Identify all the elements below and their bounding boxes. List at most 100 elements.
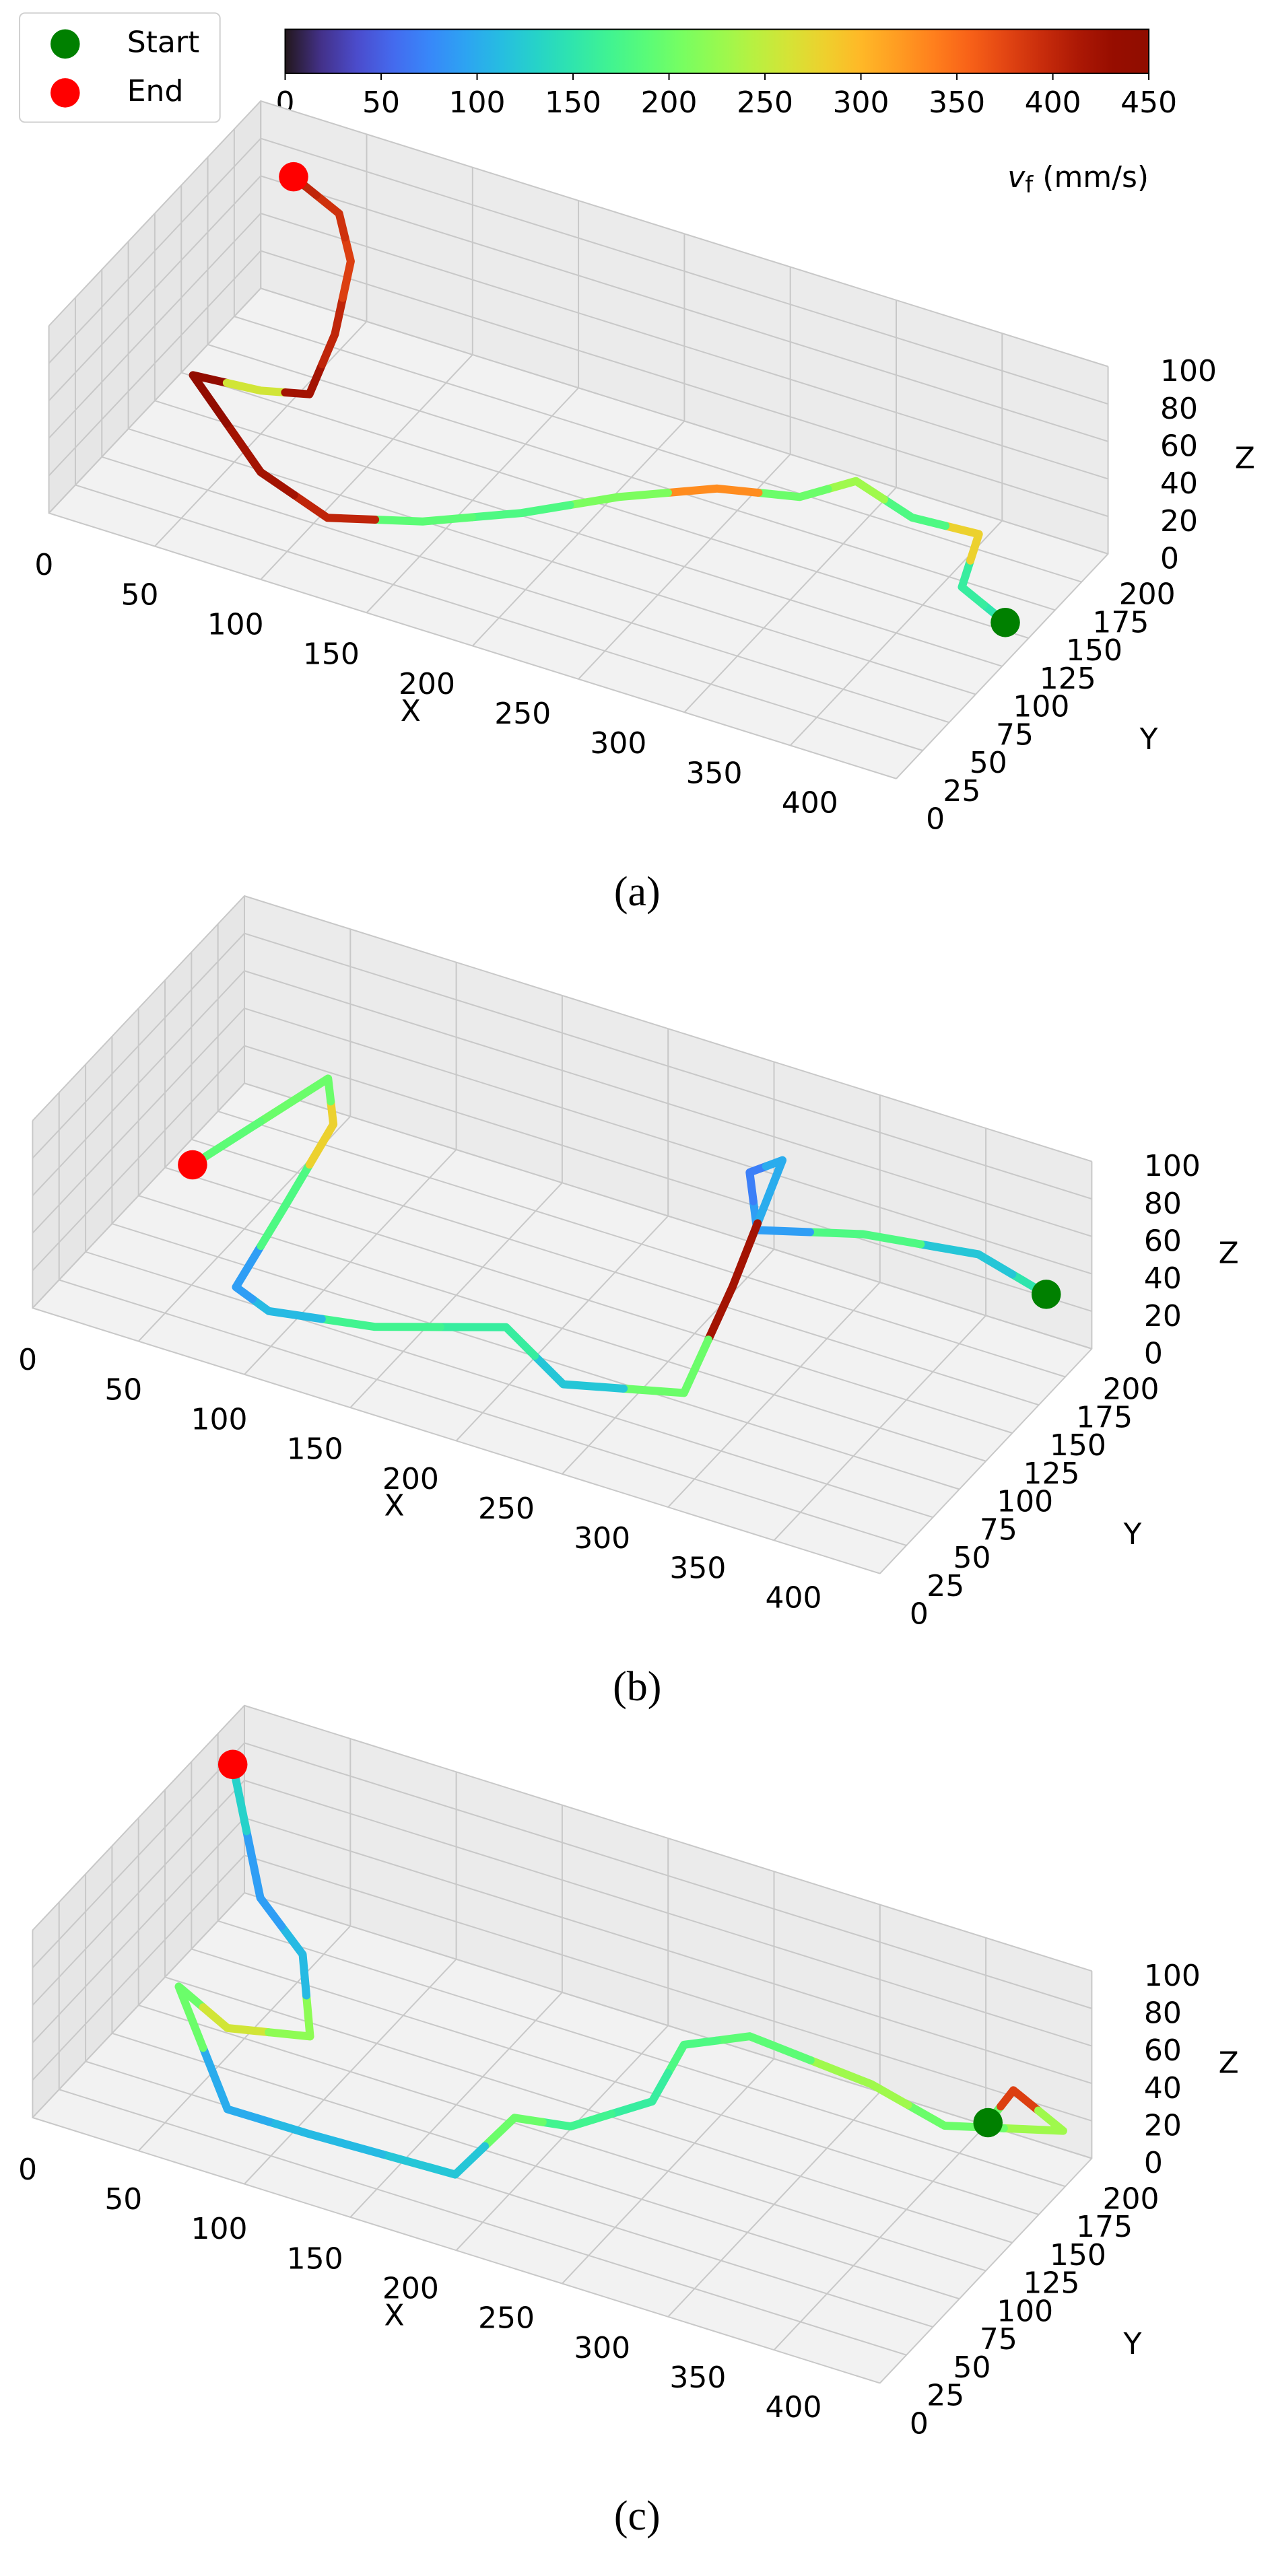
end-marker xyxy=(279,162,308,192)
y-tick-label: 25 xyxy=(927,2379,964,2413)
z-tick-label: 20 xyxy=(1160,504,1198,538)
x-tick-label: 200 xyxy=(382,1462,439,1496)
y-tick-label: 200 xyxy=(1102,2182,1159,2216)
y-tick-label: 100 xyxy=(997,1485,1053,1519)
grid-line xyxy=(32,1742,1092,2009)
x-tick-label: 350 xyxy=(669,1551,726,1585)
legend-label: Start xyxy=(127,25,200,59)
trajectory-segment xyxy=(619,1335,712,1397)
trajectory-segment xyxy=(566,489,673,510)
y-tick-label: 200 xyxy=(1119,578,1176,612)
y-tick-label: 175 xyxy=(1076,1400,1133,1434)
y-tick-label: 200 xyxy=(1102,1372,1159,1407)
x-tick-label: 400 xyxy=(766,1580,822,1615)
y-tick-label: 25 xyxy=(943,774,980,808)
trajectory-segment xyxy=(753,1156,787,1228)
trajectory-segment xyxy=(481,2114,547,2151)
trajectory-segment xyxy=(256,1074,335,1126)
trajectory-segment xyxy=(805,1228,925,1249)
x-tick-label: 50 xyxy=(121,578,159,612)
trajectory-segment xyxy=(531,1352,628,1393)
z-tick-label: 40 xyxy=(1144,2071,1182,2105)
trajectory-segment xyxy=(664,2036,721,2077)
z-tick-label: 0 xyxy=(1144,1336,1163,1370)
trajectory-segment xyxy=(248,1294,326,1323)
y-tick-label: 100 xyxy=(997,2294,1053,2328)
trajectory-segment xyxy=(999,2106,1067,2135)
trajectory-segment xyxy=(277,1922,311,2000)
x-tick-label: 250 xyxy=(478,2301,535,2336)
grid-line xyxy=(32,1045,1092,1313)
y-tick-label: 150 xyxy=(1050,1428,1106,1463)
y-tick-label: 100 xyxy=(1013,690,1069,724)
trajectory-segment xyxy=(941,522,983,565)
x-tick-label: 300 xyxy=(574,2331,630,2365)
trajectory-segment xyxy=(199,2044,273,2126)
colorbar-tick-label: 50 xyxy=(362,85,400,120)
y-tick-label: 75 xyxy=(980,1512,1017,1547)
z-tick-label: 0 xyxy=(1160,541,1179,576)
trajectory-segment xyxy=(305,1097,338,1169)
grid-line xyxy=(32,1854,1092,2122)
x-tick-label: 0 xyxy=(34,548,53,582)
grid-line xyxy=(32,1082,1092,1350)
colorbar-tick-label: 400 xyxy=(1025,85,1081,120)
trajectory-segment xyxy=(264,2117,387,2159)
trajectory-segment xyxy=(232,1242,265,1303)
z-tick-label: 0 xyxy=(1144,2146,1163,2180)
z-axis-label: Z xyxy=(1219,1237,1239,1271)
colorbar-tick-label: 450 xyxy=(1120,85,1177,120)
y-tick-label: 125 xyxy=(1023,2266,1080,2301)
panel-caption: (b) xyxy=(613,1664,661,1710)
trajectory-segment xyxy=(468,501,574,522)
colorbar xyxy=(284,28,1150,74)
trajectory-segment xyxy=(317,1315,445,1331)
x-tick-label: 150 xyxy=(287,2241,343,2276)
x-tick-label: 400 xyxy=(766,2390,822,2425)
y-tick-label: 50 xyxy=(970,746,1007,780)
x-axis-label: X xyxy=(384,1489,405,1523)
end-marker xyxy=(178,1150,207,1180)
x-axis-label: X xyxy=(384,2298,405,2332)
trajectory-segment xyxy=(318,293,347,369)
trajectory-segment xyxy=(754,485,832,501)
x-tick-label: 350 xyxy=(686,756,743,790)
trajectory-segment xyxy=(312,190,349,242)
trajectory-segment xyxy=(806,2056,912,2110)
x-tick-label: 50 xyxy=(104,2182,142,2217)
grid-line xyxy=(48,175,1108,442)
trajectory-segment xyxy=(174,1982,207,2052)
trajectory-segment xyxy=(824,477,888,503)
panel-caption: (c) xyxy=(614,2493,661,2539)
z-tick-label: 80 xyxy=(1144,1996,1182,2031)
x-tick-label: 50 xyxy=(104,1372,142,1407)
grid-line xyxy=(48,137,1108,405)
colorbar-tick-label: 350 xyxy=(929,85,985,120)
trajectory-segment xyxy=(745,1162,770,1206)
trajectory-segment xyxy=(664,484,763,497)
y-tick-label: 175 xyxy=(1076,2210,1133,2244)
trajectory-segment xyxy=(189,371,231,428)
x-tick-label: 150 xyxy=(287,1432,343,1467)
trajectory-segment xyxy=(916,1240,1017,1279)
panel-caption: (a) xyxy=(614,869,661,915)
colorbar-tick-label: 300 xyxy=(833,85,889,120)
z-tick-label: 60 xyxy=(1144,1224,1182,1258)
trajectory-segment xyxy=(281,360,327,398)
grid-line xyxy=(48,212,1108,480)
z-tick-label: 60 xyxy=(1144,2033,1182,2068)
trajectory-segment xyxy=(538,2110,616,2131)
y-tick-label: 150 xyxy=(1066,633,1122,668)
grid-line xyxy=(32,1779,1092,2047)
y-tick-label: 0 xyxy=(910,2406,929,2441)
z-tick-label: 80 xyxy=(1144,1187,1182,1221)
grid-line xyxy=(48,287,1108,555)
x-tick-label: 200 xyxy=(399,667,455,701)
z-tick-label: 60 xyxy=(1160,429,1198,464)
legend-label: End xyxy=(127,74,184,108)
start-marker xyxy=(990,608,1020,637)
z-tick-label: 100 xyxy=(1160,354,1217,388)
y-tick-label: 50 xyxy=(953,2351,991,2385)
trajectory-segment xyxy=(242,1827,286,1930)
trajectory-segment xyxy=(958,556,988,609)
